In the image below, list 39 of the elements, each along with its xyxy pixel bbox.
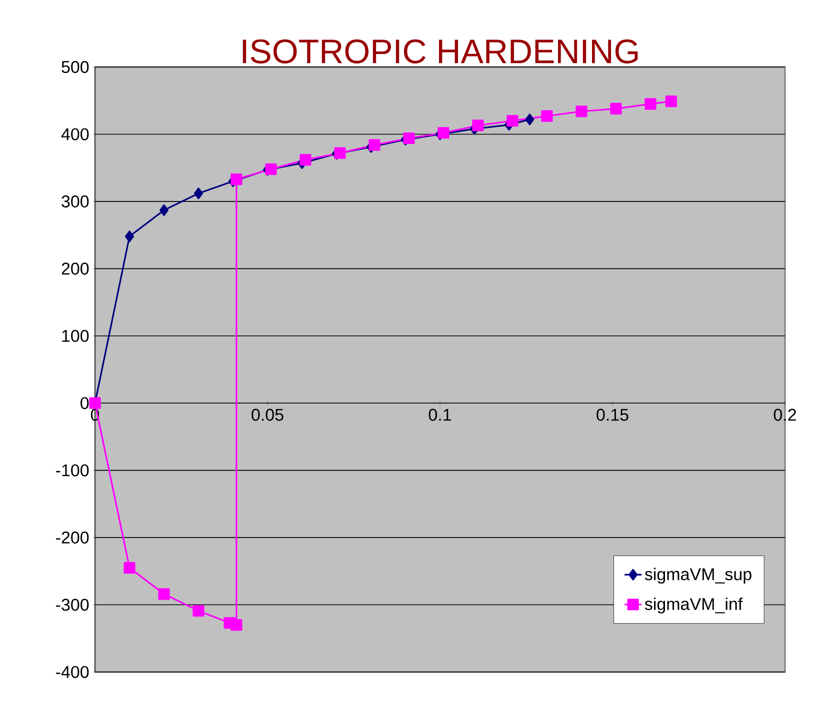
point (265, 163, 277, 175)
y-tick-label: 400 (61, 128, 89, 140)
chart-title: ISOTROPIC HARDENING (242, 39, 638, 64)
point (158, 588, 170, 600)
point (506, 114, 518, 127)
y-tick-label: 300 (62, 195, 89, 208)
point (230, 619, 242, 631)
y-tick-label: -300 (56, 598, 89, 611)
point (541, 110, 553, 122)
legend-label: sigmaVM_sup (644, 568, 752, 584)
y-tick-label: 200 (62, 262, 89, 275)
point (438, 127, 450, 139)
point (159, 204, 169, 216)
point (124, 562, 136, 574)
y-tick-label: -200 (56, 532, 89, 544)
legend-label: sigmaVM_inf (644, 598, 743, 614)
point (368, 139, 380, 151)
point (194, 188, 204, 200)
point (192, 605, 204, 617)
y-tick-label: 0 (80, 397, 89, 410)
x-tick-label: 0.1 (428, 408, 451, 421)
x-tick-label: 0.2 (774, 408, 796, 421)
point (525, 114, 534, 126)
point (124, 230, 134, 242)
x-tick-label: 0.05 (252, 408, 284, 421)
point (665, 95, 677, 108)
point (334, 147, 346, 159)
y-tick-label: -400 (56, 666, 89, 678)
x-tick-label: 0.15 (596, 408, 628, 421)
y-tick-label: -100 (56, 464, 89, 476)
point (403, 132, 415, 144)
point (230, 173, 242, 186)
point (300, 154, 312, 166)
y-tick-label: 100 (62, 330, 89, 342)
y-tick-label: 500 (62, 60, 89, 74)
point (610, 102, 622, 114)
point (472, 120, 484, 132)
point (644, 98, 656, 110)
point (576, 106, 588, 118)
